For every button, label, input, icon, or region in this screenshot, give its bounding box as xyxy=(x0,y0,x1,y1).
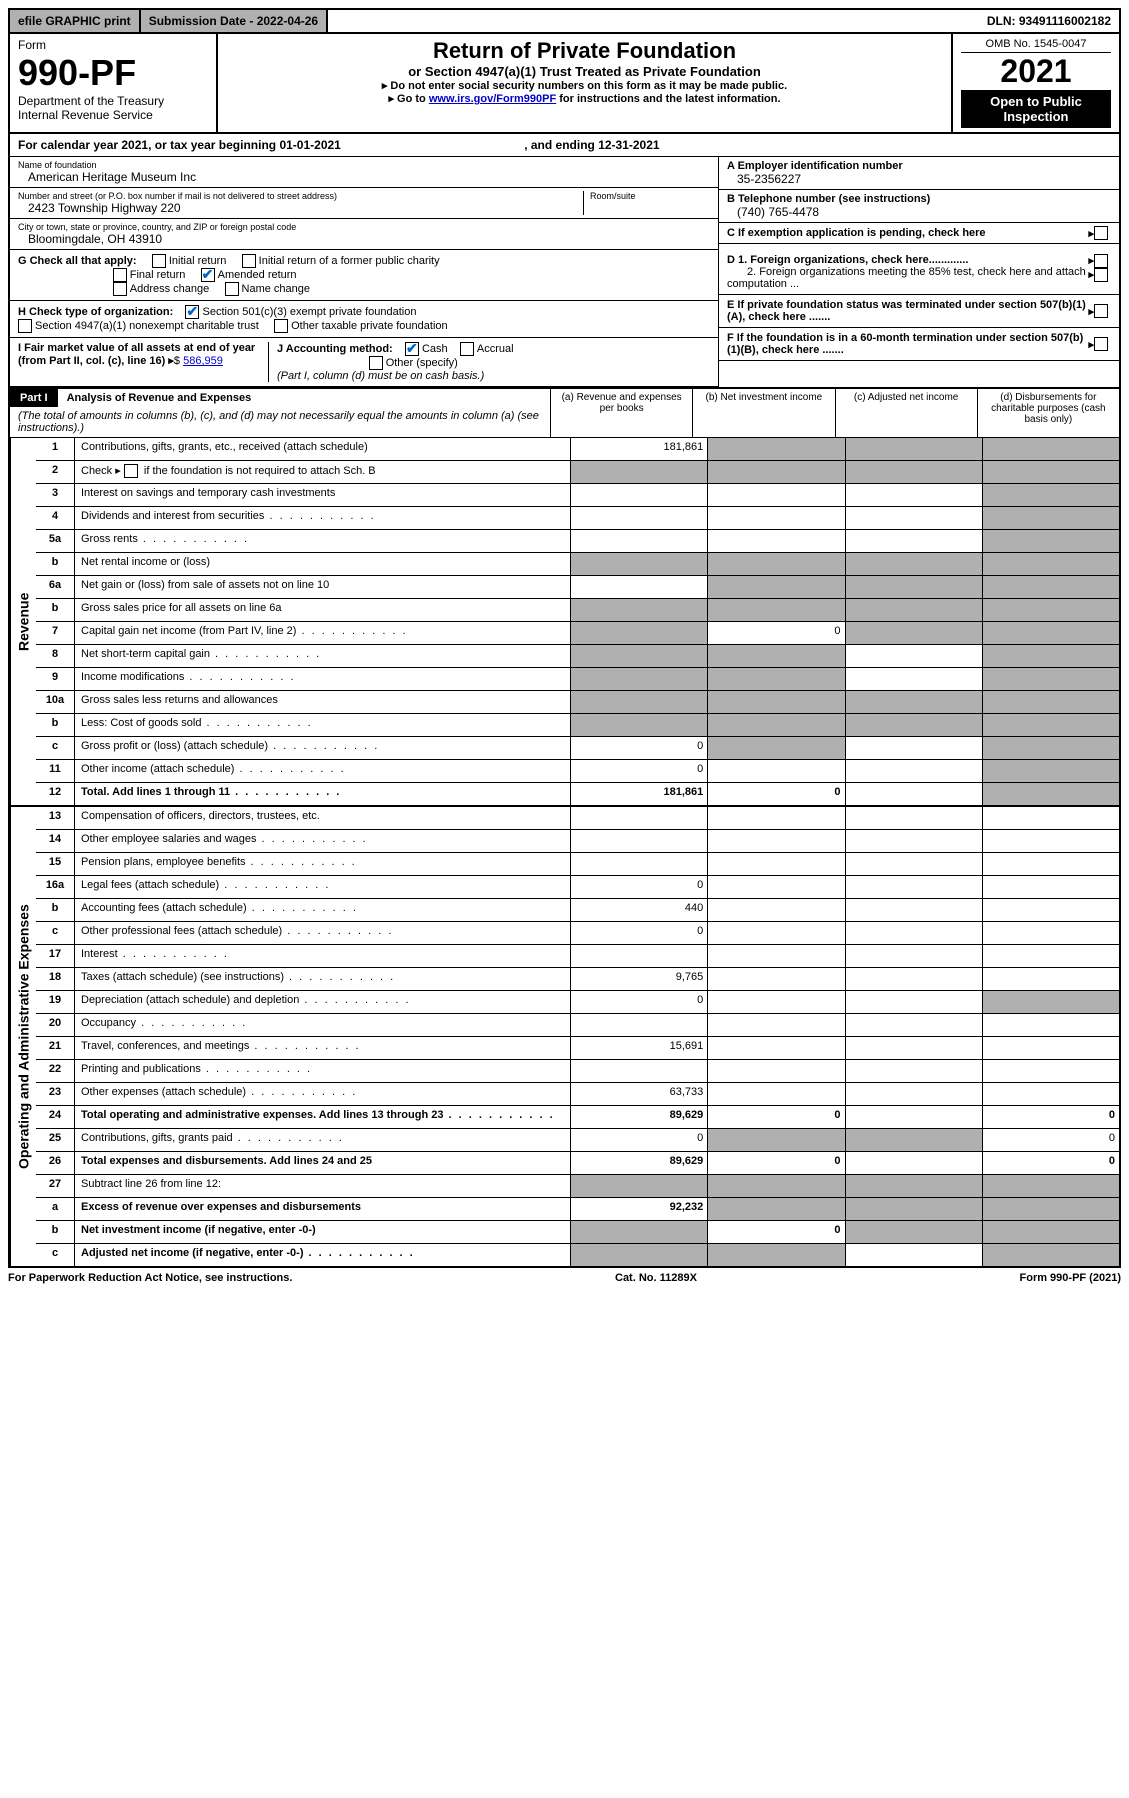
street-address: 2423 Township Highway 220 xyxy=(18,201,583,215)
form-subtitle: or Section 4947(a)(1) Trust Treated as P… xyxy=(226,64,943,79)
initial-former-checkbox[interactable] xyxy=(242,254,256,268)
form-note-1: ▸ Do not enter social security numbers o… xyxy=(226,79,943,92)
check-section: G Check all that apply: Initial return I… xyxy=(8,250,1121,387)
page-footer: For Paperwork Reduction Act Notice, see … xyxy=(8,1268,1121,1288)
part1-title: Analysis of Revenue and Expenses xyxy=(61,392,252,404)
cash-checkbox[interactable] xyxy=(405,342,419,356)
expenses-label: Operating and Administrative Expenses xyxy=(10,807,36,1266)
submission-date: Submission Date - 2022-04-26 xyxy=(141,10,328,32)
j-label: J Accounting method: xyxy=(277,343,393,355)
tel-label: B Telephone number (see instructions) xyxy=(727,193,1111,205)
form-note-2: ▸ Go to www.irs.gov/Form990PF for instru… xyxy=(226,92,943,105)
c-label: C If exemption application is pending, c… xyxy=(727,227,986,239)
address-change-checkbox[interactable] xyxy=(113,282,127,296)
instructions-link[interactable]: www.irs.gov/Form990PF xyxy=(429,93,556,105)
dept-treasury: Department of the Treasury xyxy=(18,94,208,108)
name-change-checkbox[interactable] xyxy=(225,282,239,296)
part1-badge: Part I xyxy=(10,389,58,407)
ein-label: A Employer identification number xyxy=(727,160,1111,172)
omb-number: OMB No. 1545-0047 xyxy=(961,38,1111,53)
ein-value: 35-2356227 xyxy=(727,172,1111,186)
other-taxable-checkbox[interactable] xyxy=(274,319,288,333)
schb-checkbox[interactable] xyxy=(124,464,138,478)
form-number: 990-PF xyxy=(18,52,208,94)
initial-return-checkbox[interactable] xyxy=(152,254,166,268)
col-a-header: (a) Revenue and expenses per books xyxy=(551,389,693,437)
irs-label: Internal Revenue Service xyxy=(18,108,208,122)
f-label: F If the foundation is in a 60-month ter… xyxy=(727,332,1088,356)
revenue-section: Revenue 1Contributions, gifts, grants, e… xyxy=(8,438,1121,807)
e-checkbox[interactable] xyxy=(1094,304,1108,318)
col-b-header: (b) Net investment income xyxy=(693,389,835,437)
expenses-section: Operating and Administrative Expenses 13… xyxy=(8,807,1121,1268)
name-label: Name of foundation xyxy=(18,160,710,170)
j-note: (Part I, column (d) must be on cash basi… xyxy=(277,370,484,382)
tax-year: 2021 xyxy=(961,53,1111,90)
e-label: E If private foundation status was termi… xyxy=(727,299,1088,323)
h-label: H Check type of organization: xyxy=(18,306,173,318)
top-bar: efile GRAPHIC print Submission Date - 20… xyxy=(8,8,1121,34)
cat-no: Cat. No. 11289X xyxy=(615,1272,697,1284)
4947-checkbox[interactable] xyxy=(18,319,32,333)
amended-return-checkbox[interactable] xyxy=(201,268,215,282)
501c3-checkbox[interactable] xyxy=(185,305,199,319)
c-checkbox[interactable] xyxy=(1094,226,1108,240)
addr-label: Number and street (or P.O. box number if… xyxy=(18,191,583,201)
other-method-checkbox[interactable] xyxy=(369,356,383,370)
part1-note: (The total of amounts in columns (b), (c… xyxy=(10,407,550,437)
col-c-header: (c) Adjusted net income xyxy=(836,389,978,437)
entity-info: Name of foundation American Heritage Mus… xyxy=(8,157,1121,250)
form-ref: Form 990-PF (2021) xyxy=(1020,1272,1121,1284)
calendar-year-row: For calendar year 2021, or tax year begi… xyxy=(8,134,1121,157)
d2-checkbox[interactable] xyxy=(1094,268,1108,282)
city-state-zip: Bloomingdale, OH 43910 xyxy=(18,232,710,246)
tel-value: (740) 765-4478 xyxy=(727,205,1111,219)
col-d-header: (d) Disbursements for charitable purpose… xyxy=(978,389,1119,437)
d1-label: D 1. Foreign organizations, check here..… xyxy=(727,254,968,266)
dln: DLN: 93491116002182 xyxy=(979,10,1119,32)
accrual-checkbox[interactable] xyxy=(460,342,474,356)
revenue-label: Revenue xyxy=(10,438,36,805)
final-return-checkbox[interactable] xyxy=(113,268,127,282)
efile-print-button[interactable]: efile GRAPHIC print xyxy=(10,10,141,32)
form-label: Form xyxy=(18,38,208,52)
paperwork-notice: For Paperwork Reduction Act Notice, see … xyxy=(8,1272,292,1284)
form-header: Form 990-PF Department of the Treasury I… xyxy=(8,34,1121,134)
form-title: Return of Private Foundation xyxy=(226,38,943,64)
city-label: City or town, state or province, country… xyxy=(18,222,710,232)
foundation-name: American Heritage Museum Inc xyxy=(18,170,710,184)
fmv-value[interactable]: 586,959 xyxy=(183,355,223,367)
room-label: Room/suite xyxy=(590,191,710,201)
f-checkbox[interactable] xyxy=(1094,337,1108,351)
d2-label: 2. Foreign organizations meeting the 85%… xyxy=(727,266,1086,290)
open-public-badge: Open to Public Inspection xyxy=(961,90,1111,128)
part1-header: Part I Analysis of Revenue and Expenses … xyxy=(8,387,1121,438)
g-label: G Check all that apply: xyxy=(18,255,137,267)
d1-checkbox[interactable] xyxy=(1094,254,1108,268)
